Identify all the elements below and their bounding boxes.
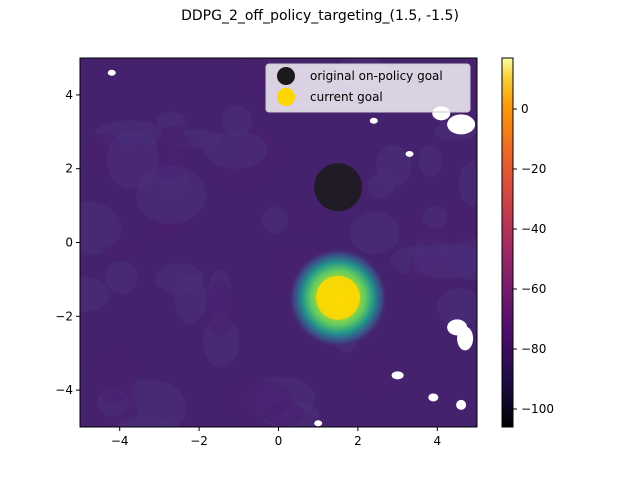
x-tick-label: 4	[433, 434, 441, 448]
field-patch	[101, 242, 145, 259]
colorbar-tick-label: −80	[521, 342, 546, 356]
missing-data-hole	[107, 69, 116, 76]
legend-label-original-goal: original on-policy goal	[310, 69, 443, 83]
y-tick-label: 4	[65, 88, 73, 102]
current-goal-marker	[316, 275, 361, 320]
field-patch	[136, 166, 207, 225]
heatmap-field	[80, 58, 477, 427]
goal-markers	[314, 163, 363, 320]
missing-data-hole	[447, 114, 476, 135]
field-patch	[203, 130, 268, 170]
field-patch	[418, 144, 442, 177]
field-patch	[105, 261, 138, 295]
missing-data-hole	[369, 117, 378, 124]
field-patch	[106, 130, 160, 190]
missing-data-hole	[457, 326, 474, 351]
field-patch	[422, 205, 448, 229]
field-patch	[412, 243, 477, 279]
field-patch	[375, 144, 412, 187]
x-tick-label: −4	[111, 434, 129, 448]
colorbar-tick-label: −60	[521, 282, 546, 296]
field-patch	[140, 223, 179, 241]
x-tick-label: 2	[354, 434, 362, 448]
missing-data-hole	[405, 150, 414, 157]
field-patch	[458, 161, 477, 207]
x-tick-label: 0	[275, 434, 283, 448]
field-patch	[350, 211, 400, 254]
missing-data-hole	[314, 420, 323, 427]
field-patch	[93, 346, 136, 404]
legend-marker-original-goal	[277, 67, 295, 85]
colorbar-tick-label: −100	[521, 402, 554, 416]
legend-marker-current-goal	[277, 88, 295, 106]
missing-data-hole	[391, 371, 404, 380]
field-patch	[261, 206, 288, 234]
field-patch	[156, 111, 186, 130]
missing-data-hole	[456, 399, 467, 410]
field-patch	[80, 202, 122, 256]
field-patch	[221, 105, 252, 137]
field-patch	[357, 353, 393, 404]
field-patch	[80, 276, 110, 312]
field-patch	[205, 280, 235, 337]
field-patch	[436, 288, 477, 327]
y-tick-label: −4	[55, 383, 73, 397]
legend-label-current-goal: current goal	[310, 90, 383, 104]
legend: original on-policy goal current goal	[265, 63, 471, 113]
missing-data-hole	[428, 393, 439, 402]
x-tick-label: −2	[190, 434, 208, 448]
y-axis: −4 −2 0 2 4	[55, 88, 80, 397]
chart-title: DDPG_2_off_policy_targeting_(1.5, -1.5)	[181, 8, 459, 24]
colorbar-tick-label: −40	[521, 222, 546, 236]
field-patch	[117, 416, 173, 427]
field-patch	[287, 201, 315, 235]
colorbar-axis: 0 −20 −40 −60 −80 −100	[513, 102, 554, 416]
field-patch	[263, 401, 306, 427]
y-tick-label: −2	[55, 309, 73, 323]
colorbar-tick-label: −20	[521, 162, 546, 176]
missing-data-regions	[107, 69, 476, 427]
field-patch	[174, 275, 208, 324]
y-tick-label: 0	[65, 236, 73, 250]
colorbar	[501, 57, 514, 428]
colorbar-tick-label: 0	[521, 102, 529, 116]
x-axis: −4 −2 0 2 4	[111, 427, 441, 448]
original-goal-marker	[314, 163, 363, 212]
y-tick-label: 2	[65, 162, 73, 176]
legend-box	[265, 63, 471, 113]
heatmap-patches	[80, 58, 477, 427]
